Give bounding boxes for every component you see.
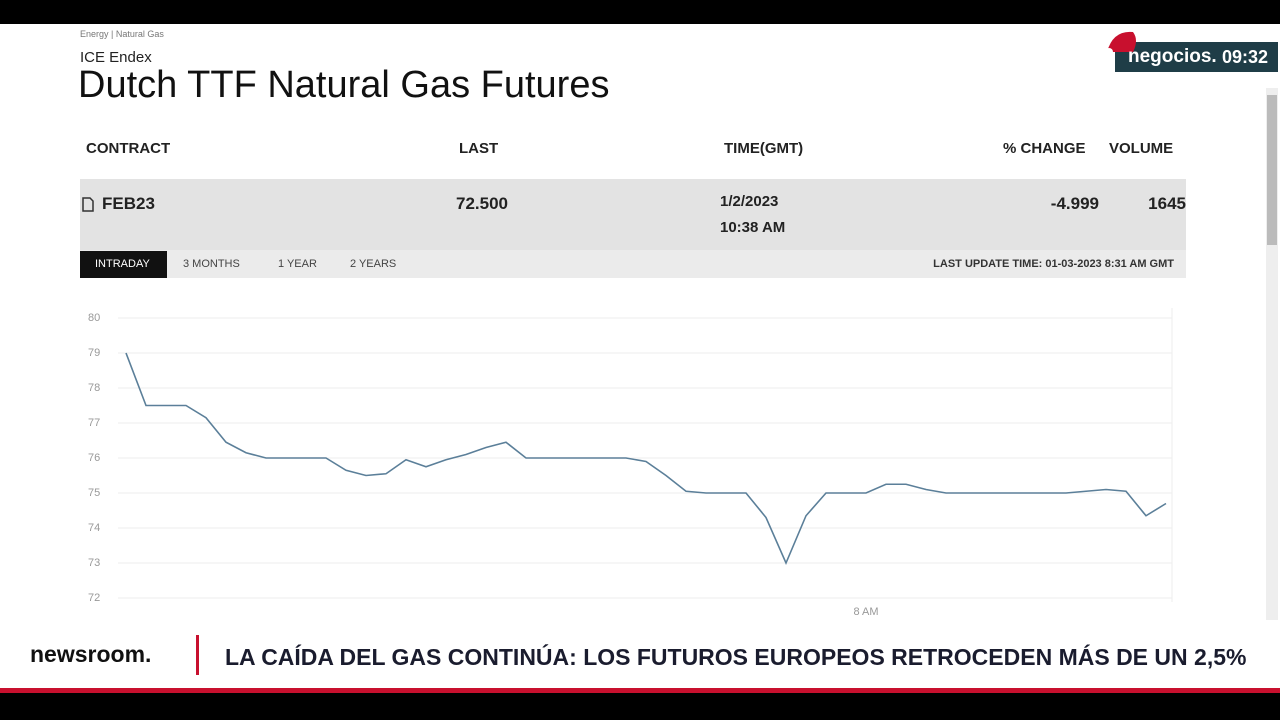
- headline: LA CAÍDA DEL GAS CONTINÚA: LOS FUTUROS E…: [225, 644, 1247, 670]
- ticker-stripe: [0, 688, 1280, 693]
- column-header: CONTRACT: [86, 140, 171, 157]
- y-tick-label: 79: [88, 347, 100, 359]
- price-line: [125, 352, 1167, 566]
- tab[interactable]: 1 YEAR: [278, 258, 317, 270]
- column-header: VOLUME: [1109, 140, 1174, 157]
- last-price: 72.500: [456, 194, 508, 213]
- y-tick-label: 75: [88, 487, 100, 499]
- percent-change: -4.999: [1050, 194, 1099, 213]
- y-tick-label: 77: [88, 417, 100, 429]
- volume: 1645: [1148, 194, 1186, 213]
- web-page: [0, 24, 1280, 630]
- trade-date: 1/2/2023: [720, 193, 779, 210]
- ticker-separator: [196, 635, 199, 675]
- document-icon[interactable]: [82, 197, 94, 212]
- last-update: LAST UPDATE TIME: 01-03-2023 8:31 AM GMT: [933, 258, 1174, 270]
- y-tick-label: 76: [88, 452, 100, 464]
- tab[interactable]: 3 MONTHS: [183, 258, 240, 270]
- active-tab[interactable]: [80, 251, 167, 278]
- santa-hat: [1105, 31, 1136, 56]
- y-tick-label: 74: [88, 522, 100, 534]
- column-header: LAST: [459, 140, 499, 157]
- tab[interactable]: INTRADAY: [95, 258, 150, 270]
- column-header: % CHANGE: [1003, 140, 1086, 157]
- contract[interactable]: FEB23: [102, 194, 155, 213]
- ticker-bar: [0, 630, 1280, 688]
- y-tick-label: 78: [88, 382, 100, 394]
- breadcrumb[interactable]: Energy | Natural Gas: [80, 29, 164, 39]
- y-tick-label: 72: [88, 592, 100, 604]
- x-tick-label: 8 AM: [853, 606, 878, 618]
- y-tick-label: 73: [88, 557, 100, 569]
- chart: 72 73 74 75 76 77 78 79 80 8 AM: [88, 308, 1173, 618]
- channel-logo: negocios.: [1128, 46, 1217, 67]
- page-title: Dutch TTF Natural Gas Futures: [78, 64, 610, 106]
- y-tick-label: 80: [88, 312, 100, 324]
- tab[interactable]: 2 YEARS: [350, 258, 397, 270]
- column-header: TIME(GMT): [724, 140, 804, 157]
- channel-logo-box: [1115, 42, 1278, 72]
- clock: 09:32: [1222, 47, 1269, 67]
- contract-row: [80, 179, 1186, 250]
- exchange: ICE Endex: [80, 49, 152, 66]
- trade-time: 10:38 AM: [720, 219, 786, 236]
- tab-bar: [80, 250, 1186, 278]
- brand: newsroom.: [30, 641, 152, 667]
- scrollbar-thumb[interactable]: [1267, 95, 1277, 245]
